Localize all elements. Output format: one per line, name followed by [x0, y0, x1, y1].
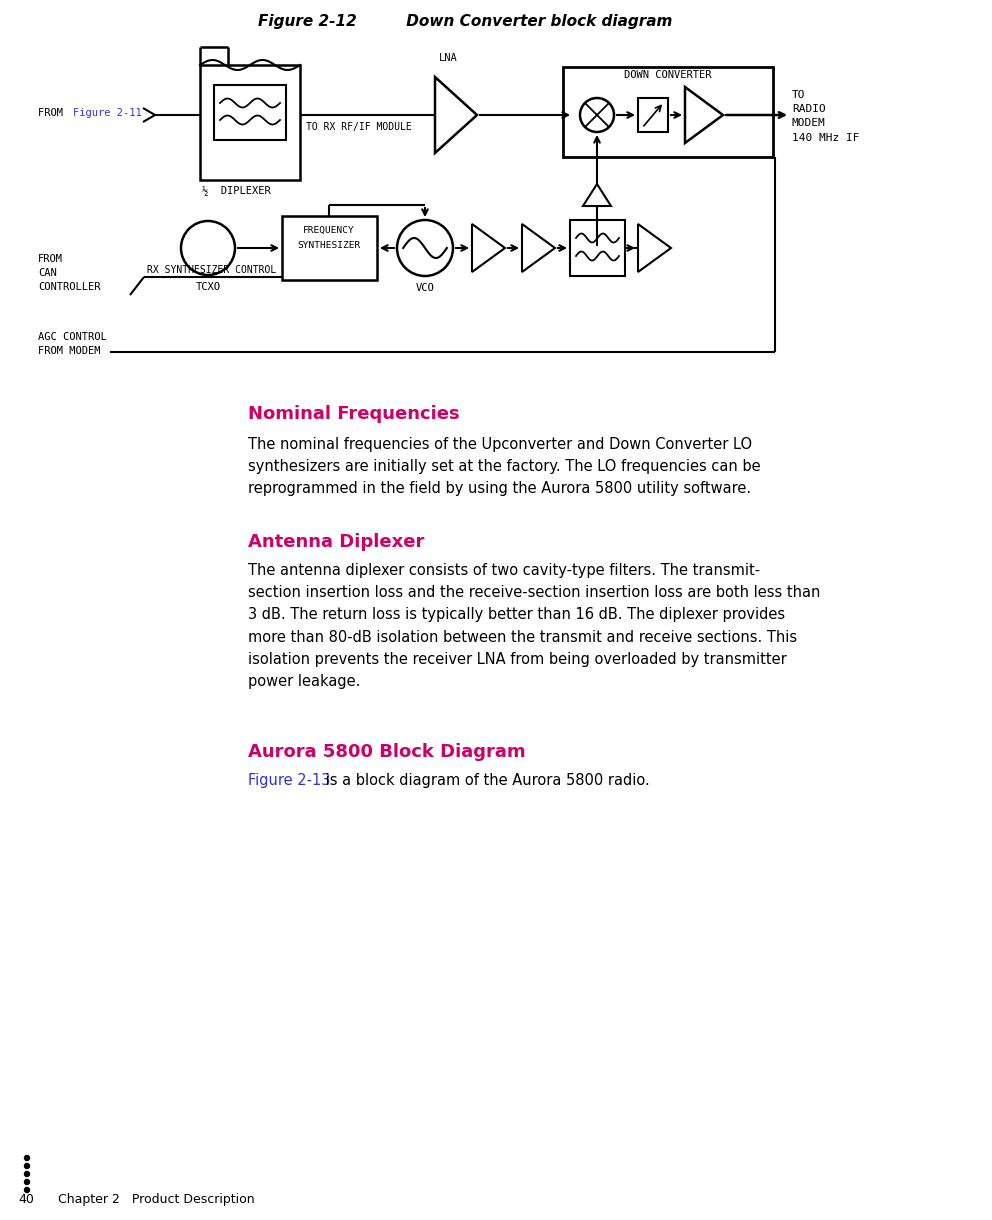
Text: CAN: CAN: [38, 268, 57, 278]
Text: TO RX RF/IF MODULE: TO RX RF/IF MODULE: [306, 122, 412, 132]
Text: Figure 2-12: Figure 2-12: [258, 13, 357, 29]
Polygon shape: [435, 77, 477, 152]
Circle shape: [25, 1171, 30, 1176]
Text: RADIO: RADIO: [792, 104, 825, 113]
Text: ½  DIPLEXER: ½ DIPLEXER: [202, 185, 271, 196]
Text: TO: TO: [792, 90, 806, 100]
Polygon shape: [522, 224, 555, 272]
Bar: [570, 220, 625, 276]
Text: SYNTHESIZER: SYNTHESIZER: [298, 242, 361, 250]
Text: DOWN CONVERTER: DOWN CONVERTER: [624, 70, 711, 81]
Text: The antenna diplexer consists of two cavity-type filters. The transmit-
section : The antenna diplexer consists of two cav…: [248, 562, 820, 689]
Circle shape: [181, 221, 235, 274]
Text: FROM: FROM: [38, 109, 69, 118]
Bar: [214, 85, 286, 140]
Circle shape: [25, 1180, 30, 1185]
Text: Chapter 2   Product Description: Chapter 2 Product Description: [58, 1193, 255, 1207]
Text: 40: 40: [18, 1193, 34, 1207]
Text: FROM: FROM: [38, 254, 63, 264]
Text: Nominal Frequencies: Nominal Frequencies: [248, 405, 459, 423]
Bar: [282, 216, 377, 281]
Text: Aurora 5800 Block Diagram: Aurora 5800 Block Diagram: [248, 743, 526, 761]
Text: 140 MHz IF: 140 MHz IF: [792, 133, 859, 143]
Circle shape: [25, 1164, 30, 1169]
Text: RX SYNTHESIZER CONTROL: RX SYNTHESIZER CONTROL: [147, 265, 276, 274]
Bar: [638, 98, 668, 132]
Circle shape: [397, 220, 453, 276]
Text: LNA: LNA: [439, 52, 457, 63]
Text: Figure 2-13: Figure 2-13: [248, 773, 330, 788]
Text: The nominal frequencies of the Upconverter and Down Converter LO
synthesizers ar: The nominal frequencies of the Upconvert…: [248, 437, 761, 497]
Text: Figure 2-11: Figure 2-11: [73, 109, 142, 118]
Bar: [200, 65, 300, 181]
Circle shape: [25, 1187, 30, 1192]
Bar: [563, 67, 773, 157]
Polygon shape: [583, 184, 611, 206]
Polygon shape: [472, 224, 505, 272]
Polygon shape: [638, 224, 671, 272]
Text: Down Converter block diagram: Down Converter block diagram: [380, 13, 673, 29]
Text: is a block diagram of the Aurora 5800 radio.: is a block diagram of the Aurora 5800 ra…: [321, 773, 650, 788]
Text: CONTROLLER: CONTROLLER: [38, 282, 100, 292]
Text: VCO: VCO: [416, 283, 434, 293]
Text: MODEM: MODEM: [792, 118, 825, 128]
Circle shape: [580, 98, 614, 132]
Text: FREQUENCY: FREQUENCY: [304, 226, 355, 235]
Circle shape: [25, 1155, 30, 1160]
Text: FROM MODEM: FROM MODEM: [38, 346, 100, 356]
Text: AGC CONTROL: AGC CONTROL: [38, 332, 107, 342]
Text: Antenna Diplexer: Antenna Diplexer: [248, 533, 425, 551]
Text: TCXO: TCXO: [195, 282, 220, 292]
Polygon shape: [685, 87, 723, 143]
